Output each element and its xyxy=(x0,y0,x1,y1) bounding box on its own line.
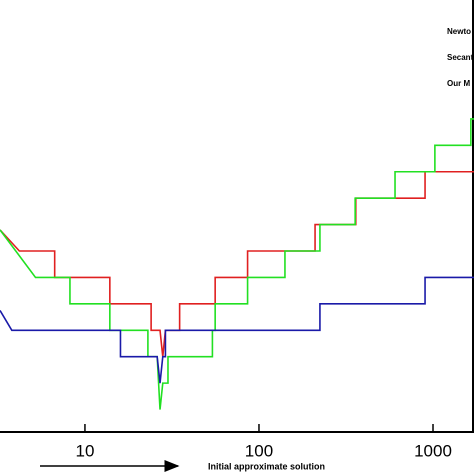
x-axis-label: Initial approximate solution xyxy=(208,461,325,471)
legend-label: Our M xyxy=(447,79,470,88)
x-tick-label: 1000 xyxy=(414,441,452,460)
legend-label: Newto xyxy=(447,27,471,36)
x-tick-label: 10 xyxy=(75,441,94,460)
legend-label: Secant xyxy=(447,53,474,62)
series-line xyxy=(0,276,474,384)
series-line xyxy=(0,170,474,357)
series-line xyxy=(0,118,474,410)
x-tick-label: 100 xyxy=(245,441,273,460)
